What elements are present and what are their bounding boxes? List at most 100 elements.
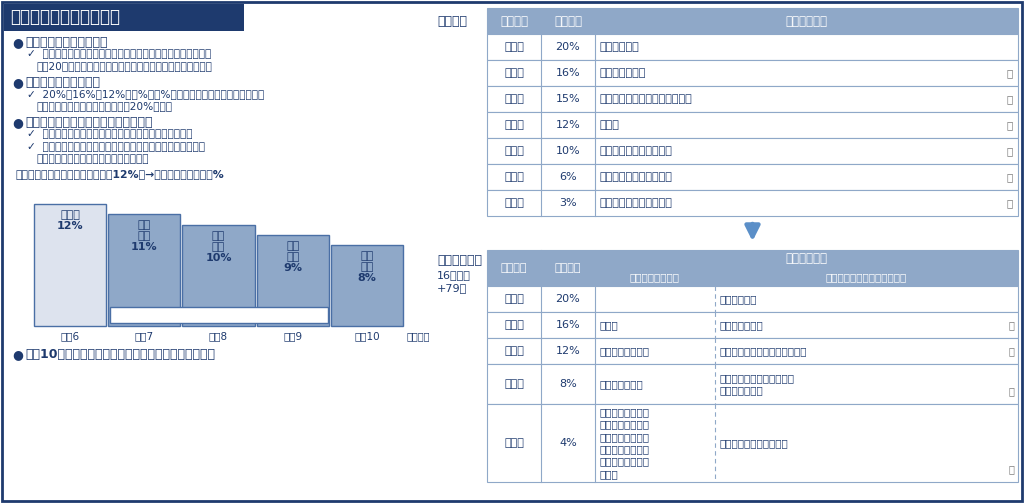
Bar xyxy=(487,286,1018,312)
Text: ４級地: ４級地 xyxy=(60,210,80,220)
Text: ７級地: ７級地 xyxy=(504,198,524,208)
Text: 割合: 割合 xyxy=(286,252,299,262)
Text: ４級地: ４級地 xyxy=(504,379,524,389)
Bar xyxy=(487,138,1018,164)
Text: 支給割合: 支給割合 xyxy=(554,15,582,28)
Text: 支給割合: 支給割合 xyxy=(555,263,582,273)
Text: ✓  都道府県を基本とする。中核的な市（都道府県庁所在地及び: ✓ 都道府県を基本とする。中核的な市（都道府県庁所在地及び xyxy=(27,49,211,59)
Text: 等: 等 xyxy=(1008,346,1014,356)
Text: ４級地: ４級地 xyxy=(504,120,524,130)
Bar xyxy=(487,364,1018,404)
Text: 【現行】: 【現行】 xyxy=(437,15,467,28)
Text: 茨城県、栃木県、
埼玉県、千葉県、
静岡県、三重県、
滋賀県、兵庫県、
奈良県、広島県、
福岡県: 茨城県、栃木県、 埼玉県、千葉県、 静岡県、三重県、 滋賀県、兵庫県、 奈良県、… xyxy=(600,407,650,479)
Bar xyxy=(595,8,1018,34)
Text: 東京都特別区: 東京都特別区 xyxy=(600,42,640,52)
Text: 【見直し後】: 【見直し後】 xyxy=(437,254,482,267)
Text: 令和9: 令和9 xyxy=(284,331,302,341)
Text: 等: 等 xyxy=(1008,320,1014,330)
Text: 16%: 16% xyxy=(556,320,581,330)
Text: ６級地: ６級地 xyxy=(504,172,524,182)
Text: １年１ポイントずつ引下げ: １年１ポイントずつ引下げ xyxy=(180,310,258,320)
Bar xyxy=(487,8,541,34)
Text: ２級地: ２級地 xyxy=(504,68,524,78)
Text: 12%: 12% xyxy=(556,346,581,356)
Text: 10%: 10% xyxy=(556,146,581,156)
Text: １級地: １級地 xyxy=(504,42,524,52)
Bar xyxy=(595,250,1018,268)
Bar xyxy=(182,224,255,326)
Text: ✓  現行からの支給割合の引下げは４ポイント以内に抑制: ✓ 現行からの支給割合の引下げは４ポイント以内に抑制 xyxy=(27,129,193,139)
Bar xyxy=(111,307,328,323)
Text: （年度）: （年度） xyxy=(407,331,430,341)
Text: 札幌市、岡山市、高松市: 札幌市、岡山市、高松市 xyxy=(720,438,788,448)
Text: 【激変緩和措置】例：現行４級地12%　→　見直し後４級地８%: 【激変緩和措置】例：現行４級地12% → 見直し後４級地８% xyxy=(15,169,224,179)
Text: ✓  20%、16%、12%、８%、４%の５級地に再編。民間賃金が高い: ✓ 20%、16%、12%、８%、４%の５級地に再編。民間賃金が高い xyxy=(27,89,264,99)
Text: 東京都: 東京都 xyxy=(600,320,618,330)
Bar xyxy=(257,235,329,326)
Text: ●: ● xyxy=(12,116,23,129)
Text: 地域手当の大くくり化等: 地域手当の大くくり化等 xyxy=(10,8,120,26)
Bar xyxy=(541,8,595,34)
Text: ２級地: ２級地 xyxy=(504,320,524,330)
Text: ●: ● xyxy=(12,76,23,89)
Text: +79市: +79市 xyxy=(437,283,467,293)
Text: 人口20万人以上の市）については当該地域の民間賃金を反映: 人口20万人以上の市）については当該地域の民間賃金を反映 xyxy=(36,61,212,71)
Bar xyxy=(109,214,180,326)
Text: ５級地: ５級地 xyxy=(504,146,524,156)
Text: 引上げもこれに合わせて段階的に実施）: 引上げもこれに合わせて段階的に実施） xyxy=(36,154,148,164)
Text: ●: ● xyxy=(12,36,23,49)
Text: （都府県で指定）: （都府県で指定） xyxy=(630,272,680,282)
Bar xyxy=(487,34,1018,60)
Bar xyxy=(487,112,1018,138)
Text: 16%: 16% xyxy=(556,68,581,78)
Text: 横浜市、大阪市: 横浜市、大阪市 xyxy=(720,320,764,330)
Text: 等: 等 xyxy=(1007,172,1013,182)
Text: 支給地域の例: 支給地域の例 xyxy=(785,253,827,266)
Text: 20%: 20% xyxy=(556,42,581,52)
Bar xyxy=(487,312,1018,338)
Bar xyxy=(487,86,1018,112)
Text: 支給: 支給 xyxy=(137,220,151,230)
Text: 6%: 6% xyxy=(559,172,577,182)
Bar xyxy=(4,4,244,31)
Bar xyxy=(487,164,1018,190)
Text: 割合: 割合 xyxy=(212,241,225,252)
Text: 8%: 8% xyxy=(357,273,377,283)
Text: 令和7: 令和7 xyxy=(135,331,154,341)
Text: 仙台市、静岡市、高松市: 仙台市、静岡市、高松市 xyxy=(600,172,673,182)
Bar xyxy=(34,204,106,326)
Text: 4%: 4% xyxy=(559,438,577,448)
Text: 12%: 12% xyxy=(56,221,83,231)
Text: さいたま市、千葉市、名古屋市: さいたま市、千葉市、名古屋市 xyxy=(720,346,808,356)
Text: 等: 等 xyxy=(1008,464,1014,474)
Text: 横浜市、大阪市: 横浜市、大阪市 xyxy=(600,68,646,78)
Text: 級地区分をシンプルに: 級地区分をシンプルに xyxy=(25,76,100,89)
Text: 支給地域の例: 支給地域の例 xyxy=(785,15,827,28)
Text: ５級地: ５級地 xyxy=(504,438,524,448)
Text: （中核的な市で個別に指定）: （中核的な市で個別に指定） xyxy=(826,272,907,282)
Text: 等: 等 xyxy=(1008,386,1014,396)
Text: さいたま市、千葉市、名古屋市: さいたま市、千葉市、名古屋市 xyxy=(600,94,693,104)
Text: 支給: 支給 xyxy=(212,230,225,240)
Text: 等: 等 xyxy=(1007,68,1013,78)
Text: 級地区分: 級地区分 xyxy=(501,263,527,273)
Text: 現在10年ごととしている級地区分の見直し期間を短縮: 現在10年ごととしている級地区分の見直し期間を短縮 xyxy=(25,348,215,361)
Text: 支給: 支給 xyxy=(360,251,374,261)
Text: ３級地: ３級地 xyxy=(504,94,524,104)
Text: 等: 等 xyxy=(1007,198,1013,208)
Text: 令和10: 令和10 xyxy=(354,331,380,341)
Text: ●: ● xyxy=(12,348,23,361)
Text: ３級地: ３級地 xyxy=(504,346,524,356)
Text: 支給割合の変動に伴い激変緩和に配慮: 支給割合の変動に伴い激変緩和に配慮 xyxy=(25,116,153,129)
Text: 9%: 9% xyxy=(284,263,302,273)
Text: 割合: 割合 xyxy=(360,262,374,272)
Bar xyxy=(595,268,715,286)
Bar xyxy=(715,268,1018,286)
Bar xyxy=(487,190,1018,216)
Text: 等: 等 xyxy=(1007,146,1013,156)
Text: 割合: 割合 xyxy=(137,231,151,241)
Text: 級地区分: 級地区分 xyxy=(500,15,528,28)
Bar xyxy=(487,338,1018,364)
Bar xyxy=(487,250,595,286)
Text: 等: 等 xyxy=(1007,94,1013,104)
